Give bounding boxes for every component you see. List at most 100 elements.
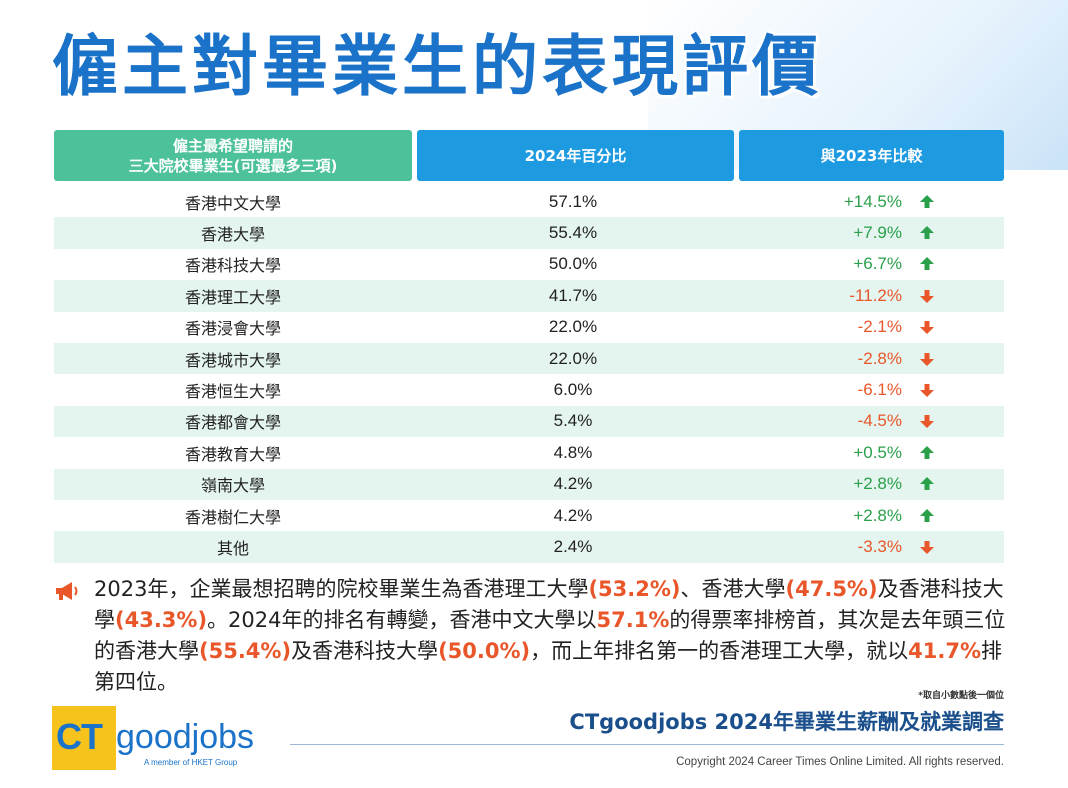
percentage-value: 4.2% [553,474,593,494]
percentage-value: 2.4% [553,536,593,556]
change-cell: -3.3% [734,537,1004,557]
change-cell: -2.8% [734,349,1004,369]
table-header: 僱主最希望聘請的 三大院校畢業生(可選最多三項) 2024年百分比 與2023年… [54,130,1004,181]
change-cell: +2.8% [734,506,1004,526]
change-value: -2.8% [857,348,902,368]
change-value: -3.3% [857,536,902,556]
change-value: -4.5% [857,411,902,431]
percentage-value: 22.0% [548,317,598,337]
header-university-line1: 僱主最希望聘請的 [172,136,293,155]
copyright: Copyright 2024 Career Times Online Limit… [676,756,1004,768]
footer-divider [290,744,1004,745]
logo-ct-text: CT [56,716,103,757]
percentage-value: 55.4% [548,223,598,243]
note-text-8: 排第四位。 [94,639,1002,694]
up-arrow-icon [920,194,934,208]
down-arrow-icon [920,289,934,303]
header-university: 僱主最希望聘請的 三大院校畢業生(可選最多三項) [54,130,412,181]
university-name: 香港浸會大學 [184,319,281,339]
table-row: 香港中文大學 57.1% +14.5% [54,186,1004,217]
header-percentage: 2024年百分比 [417,130,734,181]
ranking-table: 僱主最希望聘請的 三大院校畢業生(可選最多三項) 2024年百分比 與2023年… [54,130,1004,563]
survey-title: CTgoodjobs 2024年畢業生薪酬及就業調查 [569,710,1004,734]
footnote: *取自小數點後一個位 [918,691,1004,701]
university-name: 香港都會大學 [184,413,281,433]
change-value: -2.1% [857,317,902,337]
note-text-7: ，而上年排名第一的香港理工大學，就以 [530,639,909,663]
percentage-value: 41.7% [548,285,598,305]
table-row: 香港大學 55.4% +7.9% [54,217,1004,249]
percentage-value: 6.0% [553,380,593,400]
university-name: 香港理工大學 [184,287,281,307]
percentage-value: 50.0% [548,254,598,274]
change-value: +6.7% [853,254,902,274]
note-highlight-7: 41.7% [908,639,981,663]
table-row: 香港教育大學 4.8% +0.5% [54,437,1004,468]
megaphone-icon [56,582,78,600]
percentage-value: 5.4% [553,411,593,431]
down-arrow-icon [920,352,934,366]
university-name: 香港樹仁大學 [184,507,281,527]
change-cell: +2.8% [734,474,1004,494]
table-row: 香港浸會大學 22.0% -2.1% [54,312,1004,343]
note-text-2: 、香港大學 [680,577,786,601]
table-row: 香港恒生大學 6.0% -6.1% [54,374,1004,405]
table-body: 香港中文大學 57.1% +14.5% 香港大學 55.4% +7.9% 香港科技大學 50.… [54,186,1004,563]
logo-goodjobs-text: goodjobs [116,718,255,756]
table-row: 嶺南大學 4.2% +2.8% [54,468,1004,500]
percentage-value: 57.1% [548,191,598,211]
page-title: 僱主對畢業生的表現評價 [52,28,822,105]
percentage-value: 4.2% [553,505,593,525]
up-arrow-icon [920,257,934,271]
up-arrow-icon [920,445,934,459]
ctgoodjobs-logo: CT goodjobs A member of HKET Group [52,706,272,774]
change-value: -6.1% [857,380,902,400]
change-value: -11.2% [849,285,902,305]
note-highlight-2: (47.5%) [785,577,878,601]
table-row: 其他 2.4% -3.3% [54,531,1004,563]
change-value: +14.5% [843,191,902,211]
note-text-6: 及香港科技大學 [291,639,439,663]
change-cell: -6.1% [734,380,1004,400]
change-cell: -2.1% [734,317,1004,337]
change-cell: +0.5% [734,443,1004,463]
university-name: 香港大學 [200,225,265,245]
change-value: +2.8% [853,505,902,525]
table-row: 香港樹仁大學 4.2% +2.8% [54,500,1004,531]
logo-box [52,706,116,770]
header-comparison: 與2023年比較 [739,130,1004,181]
down-arrow-icon [920,540,934,554]
summary-note: 2023年，企業最想招聘的院校畢業生為香港理工大學(53.2%)、香港大學(47… [94,574,1008,698]
change-cell: +7.9% [734,223,1004,243]
table-row: 香港城市大學 22.0% -2.8% [54,342,1004,375]
change-value: +0.5% [853,442,902,462]
up-arrow-icon [920,477,934,491]
down-arrow-icon [920,321,934,335]
change-value: +2.8% [853,474,902,494]
change-cell: +6.7% [734,254,1004,274]
note-highlight-3: (43.3%) [115,608,208,632]
up-arrow-icon [920,226,934,240]
down-arrow-icon [920,415,934,429]
university-name: 香港恒生大學 [184,382,281,402]
change-cell: -4.5% [734,411,1004,431]
percentage-value: 4.8% [553,442,593,462]
table-row: 香港理工大學 41.7% -11.2% [54,280,1004,312]
percentage-value: 22.0% [548,348,598,368]
table-row: 香港都會大學 5.4% -4.5% [54,405,1004,438]
header-university-line2: 三大院校畢業生(可選最多三項) [128,156,338,175]
note-highlight-1: (53.2%) [588,577,681,601]
note-highlight-4: 57.1% [596,608,670,632]
logo-subtitle: A member of HKET Group [144,758,238,767]
change-cell: +14.5% [734,192,1004,212]
university-name: 香港城市大學 [184,350,281,370]
university-name: 香港教育大學 [184,444,281,464]
university-name: 其他 [216,538,249,558]
up-arrow-icon [920,508,934,522]
note-text-4: 。2024年的排名有轉變，香港中文大學以 [207,608,597,632]
table-row: 香港科技大學 50.0% +6.7% [54,249,1004,280]
note-text-5: 的得票率排榜首，其次是去年頭三位的香港大學 [94,608,1006,663]
note-text-1: 2023年，企業最想招聘的院校畢業生為香港理工大學 [94,577,589,601]
note-highlight-6: (50.0%) [438,639,531,663]
university-name: 香港科技大學 [184,256,281,276]
